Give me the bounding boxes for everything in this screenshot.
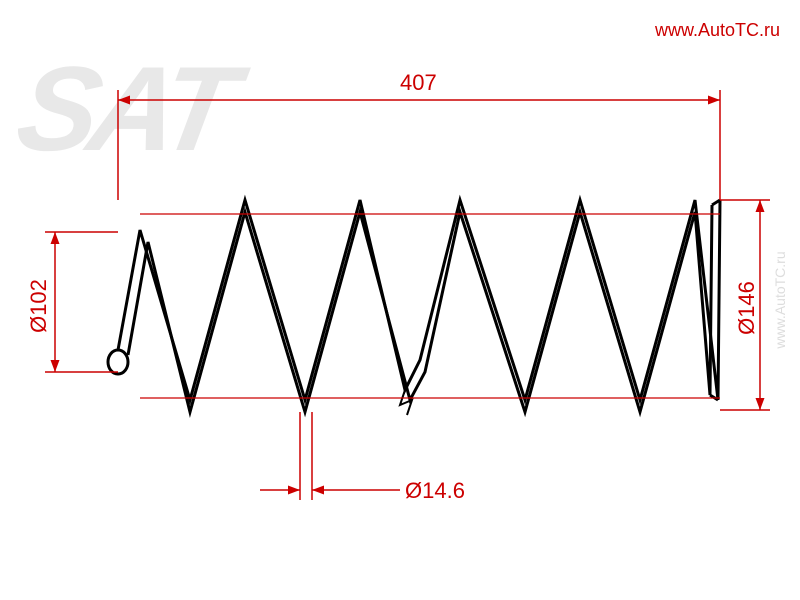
dim-inner-ext: [140, 214, 720, 398]
dim-small-dia: [45, 232, 118, 372]
dim-length: [118, 90, 720, 200]
spring-body: [108, 200, 720, 415]
dim-wire-dia: [260, 412, 400, 500]
side-watermark: www.AutoTC.ru: [772, 251, 788, 349]
dim-large-dia-label: Ø146: [734, 281, 760, 335]
dim-small-dia-label: Ø102: [26, 279, 52, 333]
dim-wire-dia-label: Ø14.6: [405, 478, 465, 504]
dim-length-label: 407: [400, 70, 437, 96]
